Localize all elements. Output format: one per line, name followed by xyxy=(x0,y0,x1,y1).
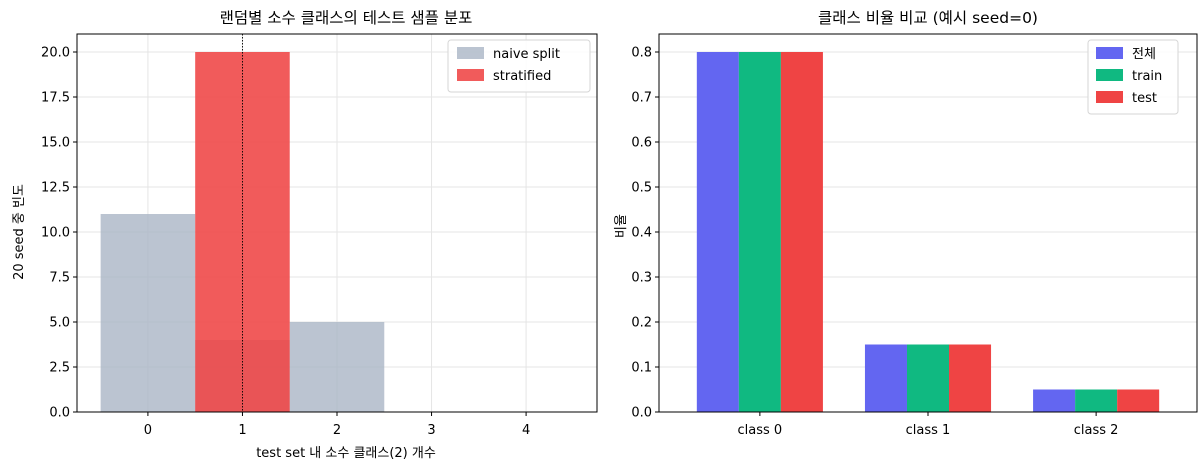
x-tick-label: 0 xyxy=(144,423,152,438)
legend-label: stratified xyxy=(493,69,551,84)
bar-전체-class-2 xyxy=(1033,389,1076,412)
y-tick-label: 15.0 xyxy=(41,136,70,151)
y-tick-label: 0.0 xyxy=(631,406,652,421)
bar-naive-split-2 xyxy=(289,322,385,412)
legend-swatch-전체 xyxy=(1096,47,1123,59)
legend-swatch-stratified xyxy=(457,69,484,81)
y-tick-label: 5.0 xyxy=(49,316,70,331)
bar-test-class-0 xyxy=(780,52,823,412)
x-tick-label: 2 xyxy=(333,423,341,438)
y-tick-label: 0.8 xyxy=(631,46,652,61)
x-tick-label: class 1 xyxy=(906,423,951,438)
y-tick-label: 0.4 xyxy=(631,226,652,241)
y-tick-label: 2.5 xyxy=(49,361,70,376)
y-tick-label: 12.5 xyxy=(41,181,70,196)
legend-label: naive split xyxy=(493,47,560,62)
x-tick-label: 3 xyxy=(427,423,435,438)
y-tick-label: 0.6 xyxy=(631,136,652,151)
chart-title: 클래스 비율 비교 (예시 seed=0) xyxy=(818,9,1038,27)
bar-test-class-1 xyxy=(949,344,992,412)
y-axis-label: 비율 xyxy=(614,214,629,238)
y-tick-label: 20.0 xyxy=(41,46,70,61)
x-tick-label: class 0 xyxy=(738,423,783,438)
y-tick-label: 0.2 xyxy=(631,316,652,331)
y-tick-label: 7.5 xyxy=(49,271,70,286)
legend-label: train xyxy=(1132,69,1162,84)
x-axis-label: test set 내 소수 클래스(2) 개수 xyxy=(256,446,436,461)
x-tick-label: 4 xyxy=(522,423,530,438)
bar-전체-class-0 xyxy=(696,52,739,412)
legend-swatch-train xyxy=(1096,69,1123,81)
y-tick-label: 10.0 xyxy=(41,226,70,241)
bars xyxy=(696,52,1160,412)
bar-train-class-0 xyxy=(738,52,781,412)
y-tick-label: 0.0 xyxy=(49,406,70,421)
axis-ticks: 0.0 0.1 0.2 0.3 0.4 0.5 0.6 0.7 0.8 class 0 class … xyxy=(631,46,1118,439)
y-axis-label: 20 seed 중 빈도 xyxy=(12,184,27,280)
bar-train-class-2 xyxy=(1075,389,1118,412)
legend-label: test xyxy=(1132,91,1157,106)
y-tick-label: 0.1 xyxy=(631,361,652,376)
y-tick-label: 0.5 xyxy=(631,181,652,196)
x-tick-label: 1 xyxy=(238,423,246,438)
legend-swatch-naive-split xyxy=(457,47,484,59)
chart-class-ratio: 클래스 비율 비교 (예시 seed=0) 0.0 0.1 0.2 0.3 0.4 0.5… xyxy=(614,9,1198,439)
bar-naive-split-0 xyxy=(100,214,196,412)
legend: 전체 train test xyxy=(1087,39,1179,115)
bar-train-class-1 xyxy=(906,344,950,412)
y-tick-label: 0.3 xyxy=(631,271,652,286)
chart-frequency-distribution: 랜덤별 소수 클래스의 테스트 샘플 분포 0.02.55.07.510.012… xyxy=(12,9,598,461)
bar-전체-class-1 xyxy=(864,344,907,412)
y-tick-label: 0.7 xyxy=(631,91,652,106)
legend: naive split stratified xyxy=(447,39,591,93)
axis-ticks: 0.0 2.5 5.0 7.5 10.0 12.5 15.0 17.5 20.0 0 1 2 3 4 xyxy=(41,46,530,439)
legend-swatch-test xyxy=(1096,91,1123,103)
bar-test-class-2 xyxy=(1117,389,1160,412)
chart-title: 랜덤별 소수 클래스의 테스트 샘플 분포 xyxy=(220,9,473,27)
y-tick-label: 17.5 xyxy=(41,91,70,106)
legend-label: 전체 xyxy=(1132,47,1156,62)
x-tick-label: class 2 xyxy=(1074,423,1119,438)
